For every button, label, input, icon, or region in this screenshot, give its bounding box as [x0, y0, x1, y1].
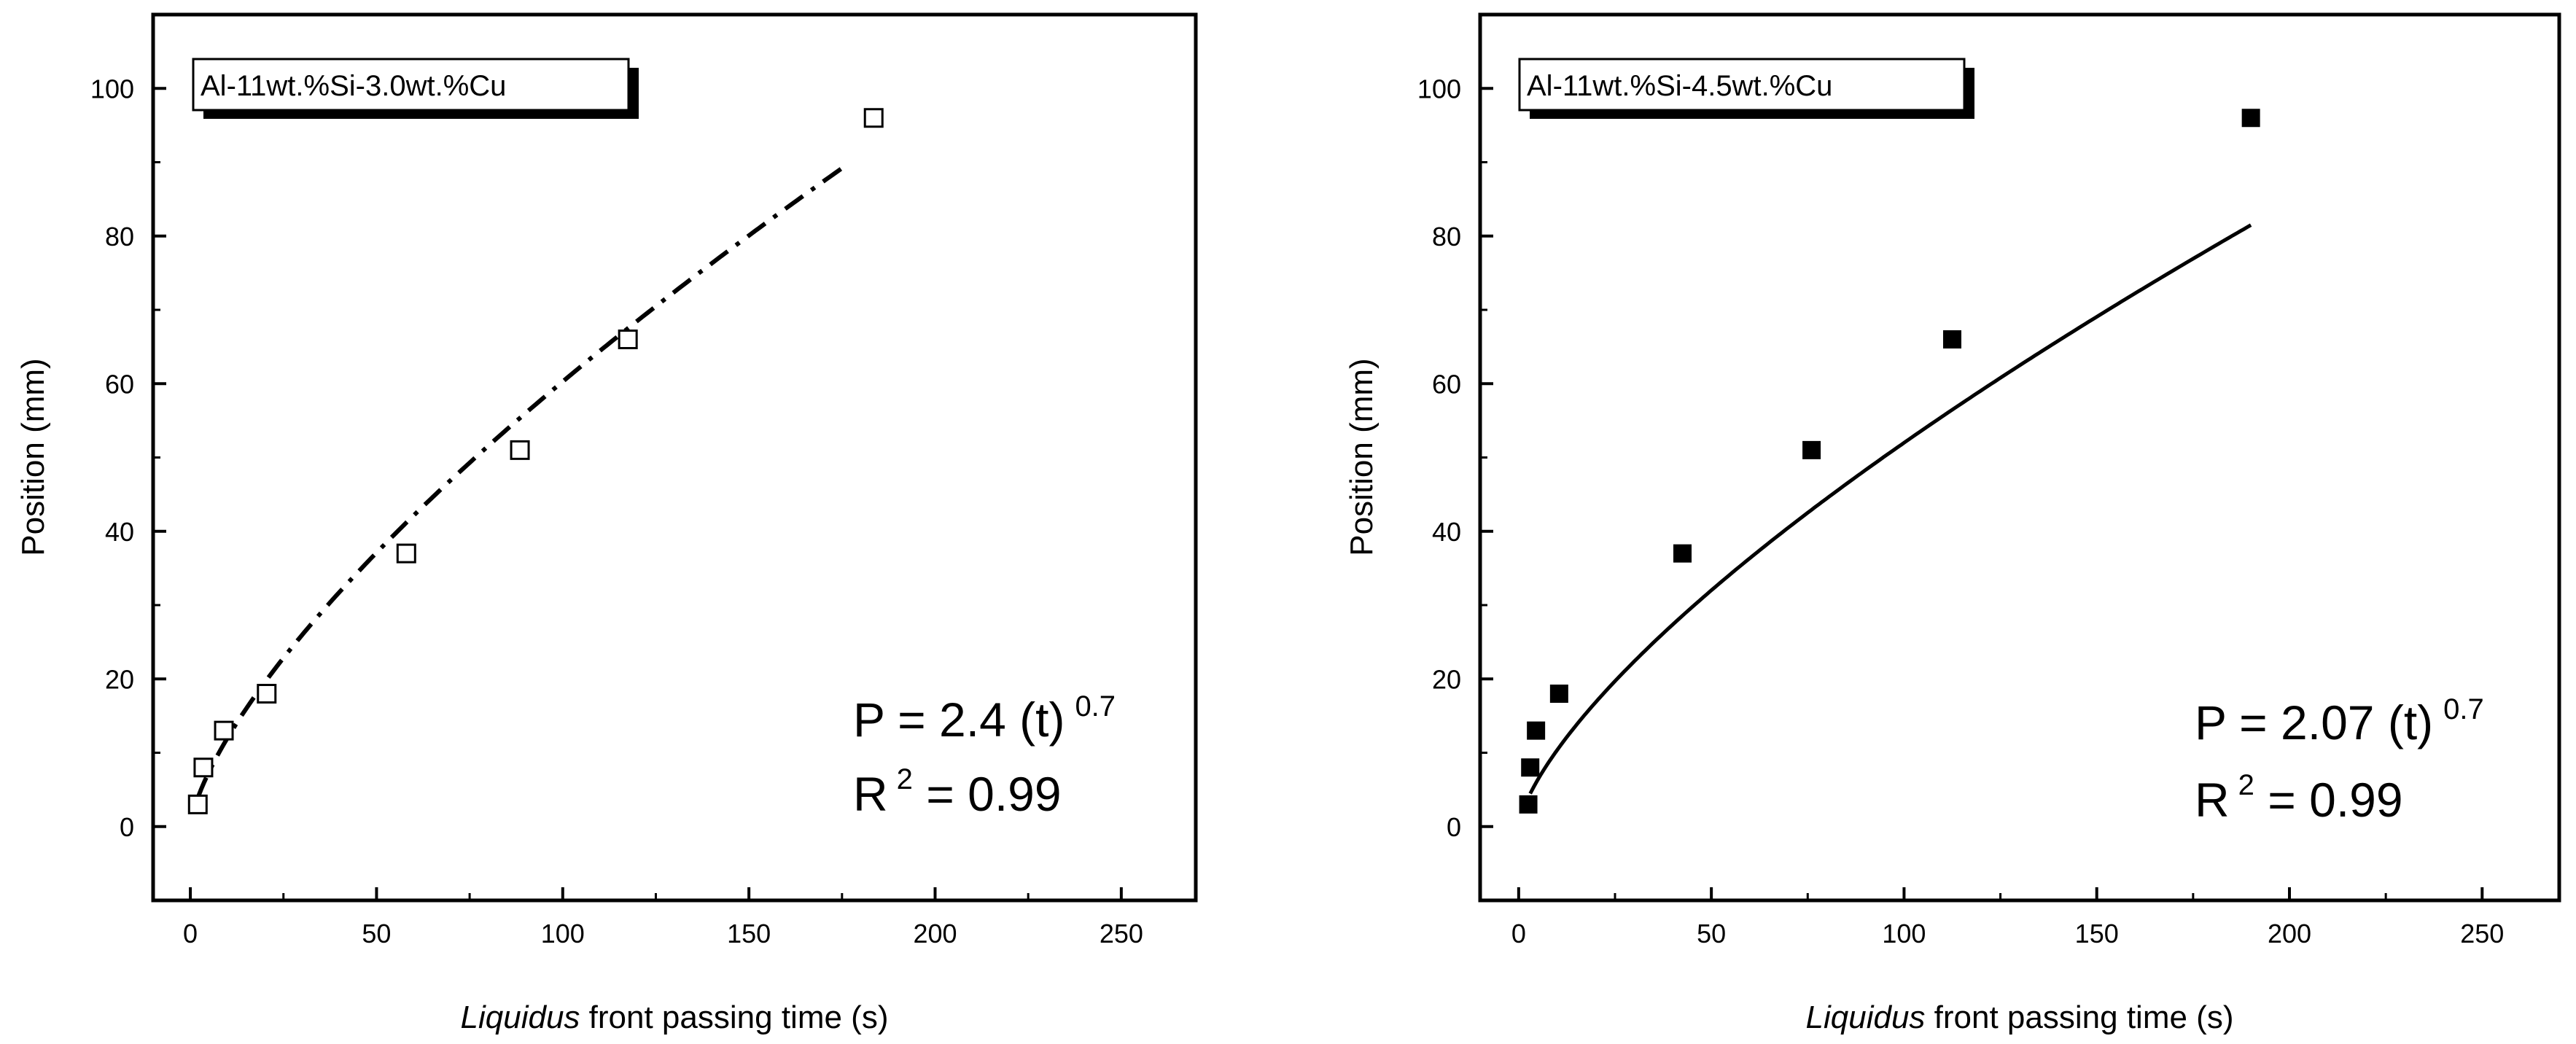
x-axis-title-italic: Liquidus: [461, 1000, 580, 1035]
legend-frame: [192, 58, 630, 112]
y-tick-label: 100: [90, 74, 134, 104]
x-axis: 0 50 100 150 200 250: [183, 887, 1143, 948]
data-point-marker: [510, 440, 530, 460]
equation-formula: P = 2.07 (t): [2195, 696, 2433, 749]
x-tick-label: 150: [2075, 919, 2119, 948]
data-point-marker: [618, 330, 638, 349]
r-squared-value: = 0.99: [913, 767, 1062, 821]
r-squared-symbol: R: [2195, 773, 2230, 827]
x-tick-label: 100: [541, 919, 585, 948]
r-squared-symbol: R: [853, 767, 888, 821]
data-point-marker: [1802, 440, 1821, 459]
left-chart-panel: 0 20 40 60 80 100 0 50 100 150 200 250 Al-11wt.%Si…: [15, 12, 1198, 1035]
x-axis-title: Liquidus front passing time (s): [461, 1000, 889, 1035]
data-point-marker: [1521, 758, 1540, 777]
y-tick-label: 40: [1432, 517, 1461, 547]
fit-curve: [1528, 223, 2252, 795]
data-point-marker: [1943, 330, 1961, 348]
y-tick-label: 60: [1432, 369, 1461, 399]
y-axis: 0 20 40 60 80 100: [1417, 74, 1493, 842]
y-tick-label: 80: [1432, 222, 1461, 252]
equation-line-1: P = 2.07 (t) 0.7: [2195, 693, 2484, 749]
y-tick-label: 60: [105, 369, 134, 399]
legend-label: Al-11wt.%Si-4.5wt.%Cu: [1527, 70, 1832, 102]
x-axis-title-rest: front passing time (s): [1925, 1000, 2233, 1035]
y-tick-label: 40: [105, 517, 134, 547]
plot-frame: [1478, 12, 2561, 903]
y-tick-label: 80: [105, 222, 134, 252]
x-axis-title: Liquidus front passing time (s): [1806, 1000, 2234, 1035]
fit-curve: [195, 166, 844, 799]
right-chart-panel: 0 20 40 60 80 100 0 50 100 150 200 250 Al-11wt.%Si…: [1344, 12, 2561, 1035]
r-squared-exponent: 2: [2238, 769, 2254, 801]
data-point-marker: [396, 543, 416, 564]
x-tick-label: 250: [1100, 919, 1143, 948]
data-point-marker: [1519, 795, 1538, 814]
y-axis-title: Position (mm): [1344, 358, 1380, 556]
x-axis-title-italic: Liquidus: [1806, 1000, 1926, 1035]
data-point-marker: [257, 684, 277, 704]
x-tick-label: 50: [362, 919, 391, 948]
equation-exponent: 0.7: [2443, 693, 2484, 725]
r-squared-value: = 0.99: [2254, 773, 2403, 827]
y-tick-label: 20: [105, 664, 134, 694]
x-tick-label: 100: [1882, 919, 1926, 948]
legend-box: Al-11wt.%Si-3.0wt.%Cu: [192, 58, 639, 119]
y-axis-title: Position (mm): [15, 358, 51, 556]
equation-formula: P = 2.4 (t): [853, 693, 1065, 747]
legend-frame: [1518, 58, 1966, 112]
equation-exponent: 0.7: [1075, 690, 1116, 722]
x-tick-label: 0: [1511, 919, 1526, 948]
legend-label: Al-11wt.%Si-3.0wt.%Cu: [201, 70, 506, 102]
x-axis-title-rest: front passing time (s): [580, 1000, 888, 1035]
data-point-marker: [1549, 685, 1568, 703]
x-tick-label: 150: [727, 919, 771, 948]
data-point-marker: [187, 794, 208, 814]
y-tick-label: 0: [1447, 812, 1461, 842]
data-point-marker: [2241, 109, 2260, 128]
y-axis: 0 20 40 60 80 100: [90, 74, 166, 842]
x-tick-label: 50: [1697, 919, 1726, 948]
r-squared-exponent: 2: [897, 763, 913, 795]
data-points: [187, 108, 884, 814]
equation-line-1: P = 2.4 (t) 0.7: [853, 690, 1116, 747]
y-tick-label: 100: [1417, 74, 1461, 104]
x-tick-label: 200: [913, 919, 957, 948]
x-tick-label: 200: [2268, 919, 2311, 948]
y-tick-label: 0: [120, 812, 134, 842]
data-point-marker: [214, 720, 234, 741]
data-point-marker: [193, 757, 214, 778]
data-point-marker: [1673, 544, 1692, 563]
x-tick-label: 250: [2460, 919, 2504, 948]
x-axis: 0 50 100 150 200 250: [1511, 887, 2504, 948]
data-point-marker: [863, 108, 884, 128]
data-point-marker: [1527, 721, 1546, 740]
x-tick-label: 0: [183, 919, 198, 948]
data-points: [1519, 109, 2260, 814]
legend-box: Al-11wt.%Si-4.5wt.%Cu: [1518, 58, 1974, 119]
y-tick-label: 20: [1432, 664, 1461, 694]
